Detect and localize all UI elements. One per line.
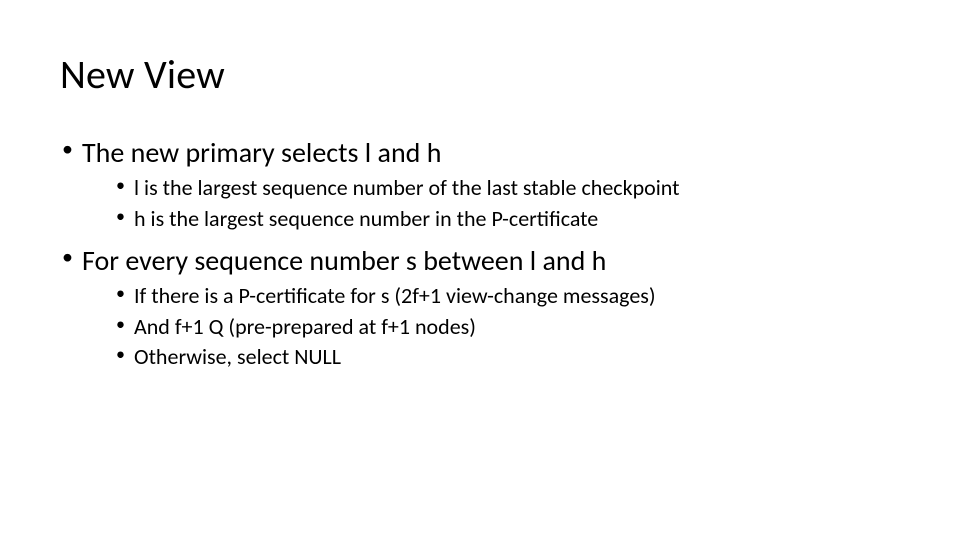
bullet-level2: h is the largest sequence number in the …: [114, 205, 900, 234]
bullet-text: Otherwise, select NULL: [134, 343, 341, 370]
bullet-level2: And f+1 Q (pre-prepared at f+1 nodes): [114, 313, 900, 342]
bullet-text: l is the largest sequence number of the …: [134, 174, 680, 201]
bullet-list: The new primary selects l and h l is the…: [60, 135, 900, 372]
bullet-sublist: If there is a P-certificate for s (2f+1 …: [114, 282, 900, 372]
bullet-text: If there is a P-certificate for s (2f+1 …: [134, 282, 656, 309]
bullet-level1: The new primary selects l and h l is the…: [60, 135, 900, 233]
bullet-text: h is the largest sequence number in the …: [134, 205, 598, 232]
bullet-text: For every sequence number s between l an…: [82, 243, 606, 278]
bullet-level2: l is the largest sequence number of the …: [114, 174, 900, 203]
bullet-level1: For every sequence number s between l an…: [60, 243, 900, 372]
slide-title: New View: [60, 50, 900, 99]
bullet-level2: If there is a P-certificate for s (2f+1 …: [114, 282, 900, 311]
bullet-sublist: l is the largest sequence number of the …: [114, 174, 900, 233]
bullet-text: And f+1 Q (pre-prepared at f+1 nodes): [134, 313, 476, 340]
bullet-level2: Otherwise, select NULL: [114, 343, 900, 372]
bullet-text: The new primary selects l and h: [82, 135, 441, 170]
slide: New View The new primary selects l and h…: [0, 0, 960, 540]
